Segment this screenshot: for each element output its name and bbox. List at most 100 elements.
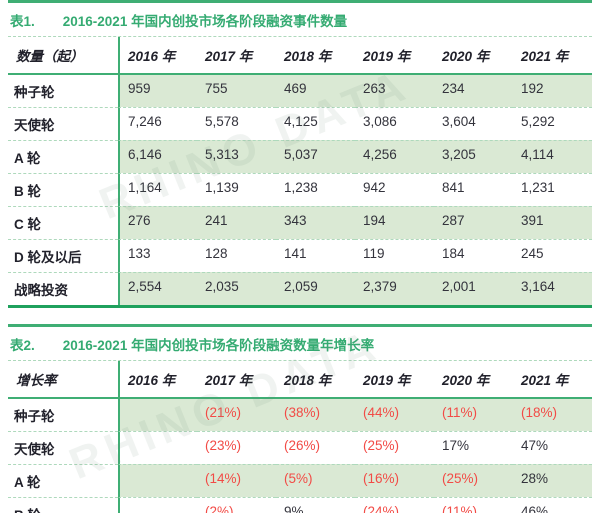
data-cell	[118, 431, 197, 464]
table1-section: 表1. 2016-2021 年国内创投市场各阶段融资事件数量 数量（起） 2016…	[8, 0, 592, 308]
column-header-year: 2020 年	[434, 361, 513, 399]
data-cell: 28%	[513, 464, 592, 497]
column-header-year: 2017 年	[197, 361, 276, 399]
row-label: 种子轮	[14, 85, 55, 100]
data-cell: 469	[276, 75, 355, 107]
data-cell: (18%)	[513, 399, 592, 431]
data-cell: 5,292	[513, 107, 592, 140]
data-cell: 287	[434, 206, 513, 239]
row-label: B 轮	[8, 497, 118, 513]
data-cell	[118, 464, 197, 497]
row-label: 天使轮	[8, 431, 118, 464]
data-cell: 1,231	[513, 173, 592, 206]
data-cell: 4,125	[276, 107, 355, 140]
table1-title: 2016-2021 年国内创投市场各阶段融资事件数量	[62, 14, 348, 29]
row-label: C 轮	[8, 206, 118, 239]
table2-grid: 增长率 2016 年 2017 年 2018 年 2019 年 2020 年 2021 年种…	[8, 361, 592, 513]
data-cell: (14%)	[197, 464, 276, 497]
data-cell: 4,256	[355, 140, 434, 173]
data-cell: 245	[513, 239, 592, 272]
column-header-measure: 数量（起）	[8, 37, 118, 75]
data-cell: 3,604	[434, 107, 513, 140]
table2-titlebar: 表2. 2016-2021 年国内创投市场各阶段融资数量年增长率	[8, 327, 592, 361]
data-cell: 942	[355, 173, 434, 206]
data-cell: 1,238	[276, 173, 355, 206]
data-cell: 3,086	[355, 107, 434, 140]
row-label: B 轮	[8, 173, 118, 206]
table2-section: 表2. 2016-2021 年国内创投市场各阶段融资数量年增长率 增长率 2016…	[8, 324, 592, 513]
data-cell	[118, 399, 197, 431]
column-header-year: 2021 年	[513, 361, 592, 399]
data-cell	[118, 497, 197, 513]
data-cell: 6,146	[118, 140, 197, 173]
data-cell: 46%	[513, 497, 592, 513]
data-cell: (26%)	[276, 431, 355, 464]
data-cell: (2%)	[197, 497, 276, 513]
data-cell: (5%)	[276, 464, 355, 497]
data-cell: 241	[197, 206, 276, 239]
row-label: 天使轮	[8, 107, 118, 140]
table1-grid: 数量（起） 2016 年 2017 年 2018 年 2019 年 2020 年 2021 …	[8, 37, 592, 308]
column-header-year: 2017 年	[197, 37, 276, 75]
data-cell: (24%)	[355, 497, 434, 513]
data-cell: 2,379	[355, 272, 434, 305]
data-cell: 841	[434, 173, 513, 206]
column-header-year: 2018 年	[276, 37, 355, 75]
data-cell: 391	[513, 206, 592, 239]
column-header-year: 2019 年	[355, 37, 434, 75]
row-label: 种子轮	[14, 409, 55, 424]
column-header-year: 2019 年	[355, 361, 434, 399]
data-cell: 133	[118, 239, 197, 272]
data-cell: 959	[118, 75, 197, 107]
data-cell: 119	[355, 239, 434, 272]
data-cell: 7,246	[118, 107, 197, 140]
data-cell: 184	[434, 239, 513, 272]
table2-title: 2016-2021 年国内创投市场各阶段融资数量年增长率	[62, 338, 375, 353]
row-label: A 轮	[8, 140, 118, 173]
data-cell: 276	[118, 206, 197, 239]
row-label: 战略投资	[8, 272, 118, 305]
data-cell: 2,035	[197, 272, 276, 305]
column-header-year: 2020 年	[434, 37, 513, 75]
row-label: D 轮及以后	[8, 239, 118, 272]
column-header-year: 2018 年	[276, 361, 355, 399]
data-cell: 47%	[513, 431, 592, 464]
table1-titlebar: 表1. 2016-2021 年国内创投市场各阶段融资事件数量	[8, 3, 592, 37]
data-cell: 2,059	[276, 272, 355, 305]
data-cell: (44%)	[355, 399, 434, 431]
column-header-year: 2021 年	[513, 37, 592, 75]
data-cell: 9%	[276, 497, 355, 513]
data-cell: 3,205	[434, 140, 513, 173]
data-cell: 5,313	[197, 140, 276, 173]
table1-tag: 表1.	[10, 14, 35, 29]
data-cell: (11%)	[434, 399, 513, 431]
data-cell: 2,001	[434, 272, 513, 305]
data-cell: (11%)	[434, 497, 513, 513]
data-cell: 192	[513, 75, 592, 107]
data-cell: (21%)	[197, 399, 276, 431]
data-cell: 343	[276, 206, 355, 239]
data-cell: 5,037	[276, 140, 355, 173]
data-cell: 1,139	[197, 173, 276, 206]
column-header-measure: 增长率	[8, 361, 118, 399]
data-cell: (38%)	[276, 399, 355, 431]
column-header-year: 2016 年	[118, 37, 197, 75]
column-header-year: 2016 年	[118, 361, 197, 399]
data-cell: 263	[355, 75, 434, 107]
data-cell: 141	[276, 239, 355, 272]
data-cell: 4,114	[513, 140, 592, 173]
data-cell: (23%)	[197, 431, 276, 464]
data-cell: 128	[197, 239, 276, 272]
data-cell: 5,578	[197, 107, 276, 140]
data-cell: (16%)	[355, 464, 434, 497]
row-label: A 轮	[8, 464, 118, 497]
data-cell: 3,164	[513, 272, 592, 305]
data-cell: 755	[197, 75, 276, 107]
data-cell: 234	[434, 75, 513, 107]
table2-tag: 表2.	[10, 338, 35, 353]
data-cell: 2,554	[118, 272, 197, 305]
data-cell: 194	[355, 206, 434, 239]
data-cell: 17%	[434, 431, 513, 464]
data-cell: 1,164	[118, 173, 197, 206]
